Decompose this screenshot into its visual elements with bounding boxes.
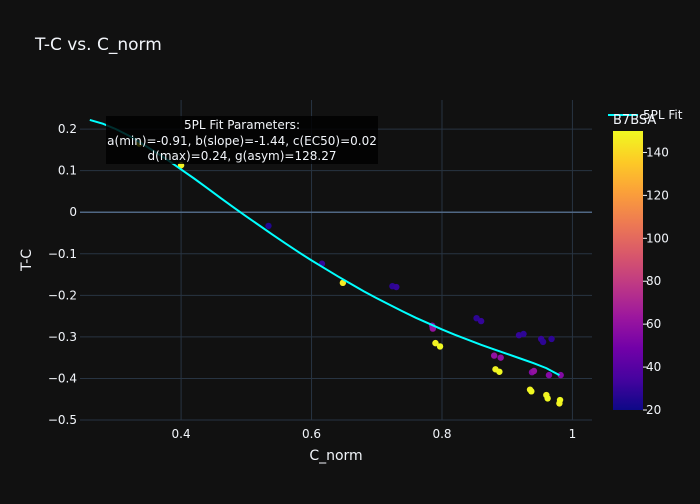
annotation-background [106, 116, 378, 164]
scatter-point [545, 371, 553, 379]
legend-label-5pl-fit: 5PL Fit [643, 108, 683, 122]
annotation-line-2: a(min)=-0.91, b(slope)=-1.44, c(EC50)=0.… [107, 134, 377, 148]
annotation-box: 5PL Fit Parameters: a(min)=-0.91, b(slop… [106, 116, 378, 164]
scatter-point [473, 314, 480, 322]
y-tick-label: −0.4 [48, 371, 77, 385]
x-tick-label: 1 [569, 427, 577, 441]
scatter-point [436, 343, 444, 350]
scatter-point [520, 330, 527, 338]
y-tick-label: −0.1 [48, 247, 77, 261]
colorbar-tick-label: 60 [646, 317, 661, 331]
colorbar-tick-label: 40 [646, 360, 661, 374]
x-tick-label: 0.8 [432, 427, 451, 441]
plot-area: 0.4 0.6 0.8 1 0.2 0.1 0 −0.1 −0.2 −0.3 −0.4 −0.5 [48, 100, 592, 441]
scatter-point [265, 222, 272, 230]
scatter-point [393, 283, 400, 291]
scatter-point [432, 339, 439, 347]
colorbar-tick-label: 20 [646, 403, 661, 417]
scatter-point [548, 335, 555, 343]
x-tick-label: 0.6 [302, 427, 321, 441]
y-tick-label: −0.2 [48, 288, 77, 302]
scatter-point [528, 388, 535, 395]
chart-title: T-C vs. C_norm [34, 35, 162, 55]
scatter-point [497, 354, 504, 361]
colorbar-tick-label: 80 [646, 274, 661, 288]
legend: 5PL Fit [608, 108, 683, 122]
colorbar-tick-label: 120 [646, 188, 669, 202]
colorbar: B7BSA 20 40 60 80 100 120 140 [613, 113, 669, 417]
colorbar-title: B7BSA [613, 113, 656, 128]
y-tick-label: 0.1 [58, 164, 77, 178]
scatter-point [477, 317, 485, 325]
colorbar-ticks: 20 40 60 80 100 120 140 [643, 145, 669, 417]
y-axis-label: T-C [19, 249, 35, 272]
annotation-line-1: 5PL Fit Parameters: [184, 118, 300, 132]
scatter-point [490, 352, 498, 359]
colorbar-gradient [613, 131, 643, 410]
scatter-point [530, 367, 538, 375]
x-tick-label: 0.4 [172, 427, 191, 441]
colorbar-tick-label: 140 [646, 145, 669, 159]
scatter-point [539, 338, 547, 346]
y-tick-label: −0.3 [48, 330, 77, 344]
y-tick-label: −0.5 [48, 413, 77, 427]
scatter-point [496, 368, 503, 375]
scatter-point [557, 371, 564, 379]
y-tick-label: 0 [69, 205, 77, 219]
y-tick-label: 0.2 [58, 122, 77, 136]
scatter-point [556, 396, 564, 404]
annotation-line-3: d(max)=0.24, g(asym)=128.27 [148, 149, 337, 163]
x-axis-label: C_norm [309, 448, 362, 464]
colorbar-tick-label: 100 [646, 231, 669, 245]
scatter-point [544, 395, 551, 402]
